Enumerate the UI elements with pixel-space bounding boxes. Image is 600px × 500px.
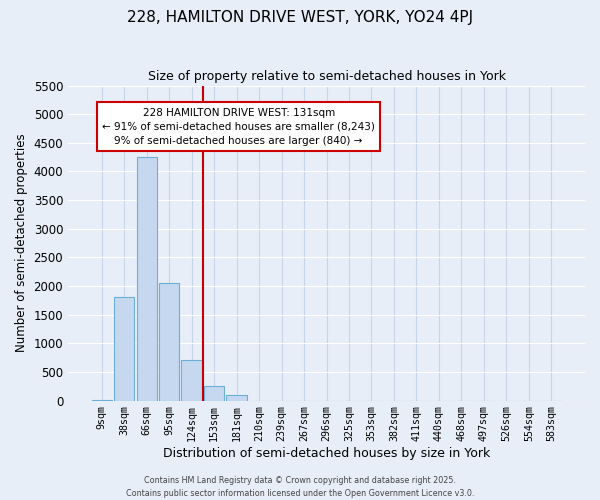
Text: 228, HAMILTON DRIVE WEST, YORK, YO24 4PJ: 228, HAMILTON DRIVE WEST, YORK, YO24 4PJ [127,10,473,25]
Bar [137,157,157,400]
Bar [204,386,224,400]
Y-axis label: Number of semi-detached properties: Number of semi-detached properties [15,134,28,352]
Title: Size of property relative to semi-detached houses in York: Size of property relative to semi-detach… [148,70,506,83]
Bar [226,396,247,400]
Text: 228 HAMILTON DRIVE WEST: 131sqm
← 91% of semi-detached houses are smaller (8,243: 228 HAMILTON DRIVE WEST: 131sqm ← 91% of… [102,108,375,146]
X-axis label: Distribution of semi-detached houses by size in York: Distribution of semi-detached houses by … [163,447,490,460]
Text: Contains HM Land Registry data © Crown copyright and database right 2025.
Contai: Contains HM Land Registry data © Crown c… [126,476,474,498]
Bar [159,283,179,401]
Bar [181,360,202,401]
Bar [114,298,134,401]
